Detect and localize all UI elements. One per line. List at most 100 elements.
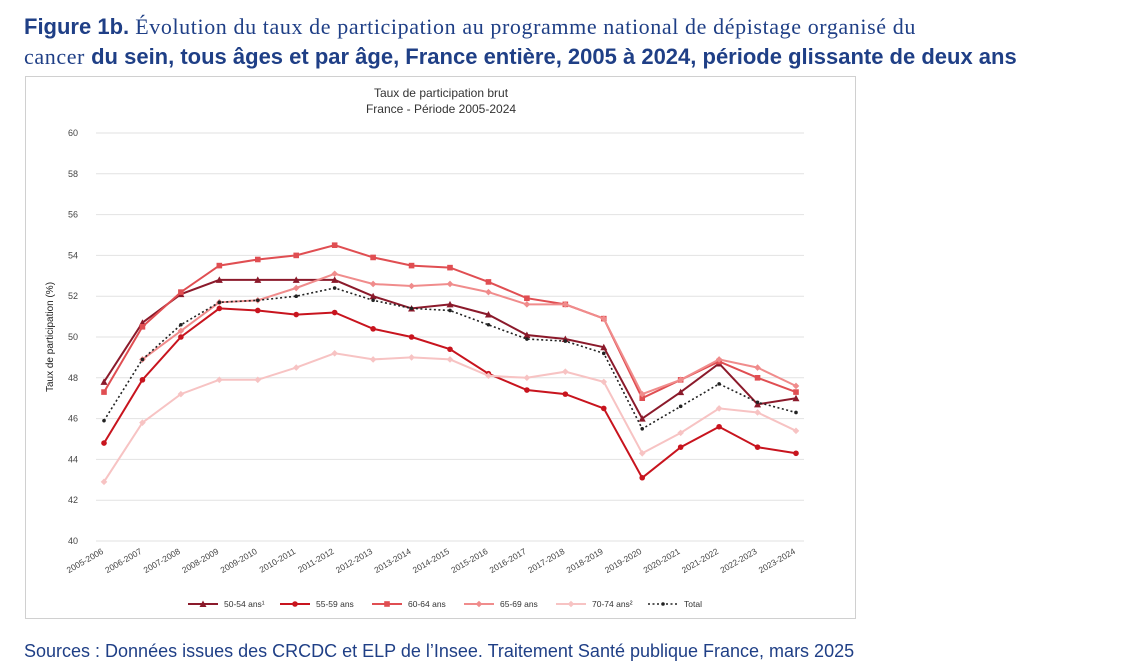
legend-label-2: 60-64 ans (408, 599, 446, 609)
legend-label-4: 70-74 ans² (592, 599, 633, 609)
point-5-15 (678, 404, 683, 409)
point-4-13 (600, 378, 608, 386)
point-1-8 (408, 334, 415, 340)
legend-label-1: 55-59 ans (316, 599, 354, 609)
point-1-0 (101, 440, 107, 446)
point-0-9 (446, 300, 454, 308)
legend-label-0: 50-54 ans¹ (224, 599, 265, 609)
point-4-5 (292, 364, 300, 371)
point-3-7 (369, 280, 377, 288)
point-4-6 (331, 350, 338, 357)
point-1-14 (639, 474, 646, 481)
point-0-10 (484, 311, 492, 318)
y-tick-48: 48 (68, 373, 78, 383)
point-5-9 (448, 308, 452, 313)
point-5-1 (140, 357, 145, 362)
caption-line2-bold: du sein, tous âges et par âge, France en… (85, 44, 1017, 69)
y-tick-54: 54 (68, 250, 78, 260)
legend-label-5: Total (684, 599, 702, 609)
line-chart: Taux de participation brut France - Péri… (45, 86, 804, 609)
point-4-9 (446, 356, 454, 363)
y-axis-ticks: 40 42 44 46 48 50 52 54 56 58 60 (68, 128, 78, 546)
point-2-7 (370, 254, 376, 261)
point-1-7 (370, 326, 376, 332)
x-tick-2005-2006: 2005-2006 (65, 546, 105, 575)
point-3-8 (408, 282, 415, 290)
point-0-3 (215, 276, 223, 283)
point-5-18 (794, 410, 798, 415)
caption-line2-text: cancer (24, 44, 85, 69)
x-tick-2021-2022: 2021-2022 (680, 546, 720, 575)
x-tick-2006-2007: 2006-2007 (103, 546, 143, 575)
point-2-0 (101, 389, 107, 395)
point-5-10 (486, 322, 491, 327)
point-2-14 (639, 395, 646, 401)
point-0-14 (638, 415, 646, 422)
legend-item-5: Total (648, 599, 702, 609)
point-1-12 (562, 391, 569, 397)
x-axis-ticks: 2005-20062006-20072007-20082008-20092009… (65, 546, 797, 575)
point-2-8 (408, 262, 415, 269)
point-5-12 (563, 339, 568, 343)
point-4-12 (562, 368, 569, 375)
figure-caption: Figure 1b. Évolution du taux de particip… (24, 12, 1119, 72)
legend-marker-3 (475, 600, 483, 608)
point-2-5 (293, 252, 300, 259)
legend-marker-0 (199, 600, 207, 607)
point-2-10 (485, 279, 492, 285)
x-tick-2019-2020: 2019-2020 (603, 546, 643, 575)
legend-label-3: 65-69 ans (500, 599, 538, 609)
point-1-15 (677, 444, 684, 450)
x-tick-2017-2018: 2017-2018 (526, 546, 566, 575)
point-3-9 (446, 280, 454, 288)
x-tick-2014-2015: 2014-2015 (411, 546, 451, 575)
series-line-3 (141, 272, 797, 396)
point-5-17 (755, 400, 760, 405)
caption-line-1: Figure 1b. Évolution du taux de particip… (24, 12, 1119, 42)
point-5-16 (717, 382, 721, 386)
point-0-4 (254, 276, 262, 283)
point-3-10 (485, 288, 492, 296)
series-group (100, 242, 800, 486)
point-2-3 (216, 262, 223, 269)
point-3-11 (523, 301, 531, 308)
x-tick-2011-2012: 2011-2012 (296, 546, 336, 575)
point-3-14 (638, 390, 646, 398)
y-tick-50: 50 (68, 332, 78, 342)
point-5-13 (601, 351, 606, 356)
grid-lines (96, 132, 804, 542)
point-3-6 (331, 270, 338, 278)
point-2-9 (447, 264, 453, 271)
x-tick-2020-2021: 2020-2021 (641, 546, 681, 575)
point-4-15 (677, 429, 684, 437)
point-1-16 (716, 423, 722, 430)
series-3 (139, 270, 800, 398)
x-tick-2022-2023: 2022-2023 (718, 546, 758, 575)
point-5-11 (525, 337, 529, 341)
point-1-18 (793, 450, 799, 457)
series-5 (102, 286, 798, 431)
point-2-4 (254, 256, 261, 263)
point-5-7 (371, 298, 375, 303)
point-1-5 (293, 311, 300, 318)
series-1 (101, 305, 799, 481)
y-tick-42: 42 (68, 495, 78, 505)
y-tick-44: 44 (68, 454, 78, 464)
point-2-11 (524, 295, 530, 302)
point-3-15 (677, 376, 684, 384)
legend-marker-2 (384, 601, 390, 607)
chart-frame: Taux de participation brut France - Péri… (25, 76, 856, 619)
point-0-13 (600, 343, 608, 351)
point-1-13 (600, 405, 607, 412)
legend-marker-1 (292, 601, 298, 607)
point-3-17 (754, 364, 761, 371)
legend-item-0: 50-54 ans¹ (188, 599, 265, 609)
point-4-10 (485, 372, 492, 380)
point-0-18 (792, 394, 800, 402)
point-5-2 (179, 322, 183, 327)
legend-marker-5 (661, 602, 665, 606)
x-tick-2008-2009: 2008-2009 (180, 546, 220, 575)
point-3-5 (292, 284, 300, 292)
point-1-9 (447, 346, 453, 353)
y-tick-40: 40 (68, 536, 78, 546)
